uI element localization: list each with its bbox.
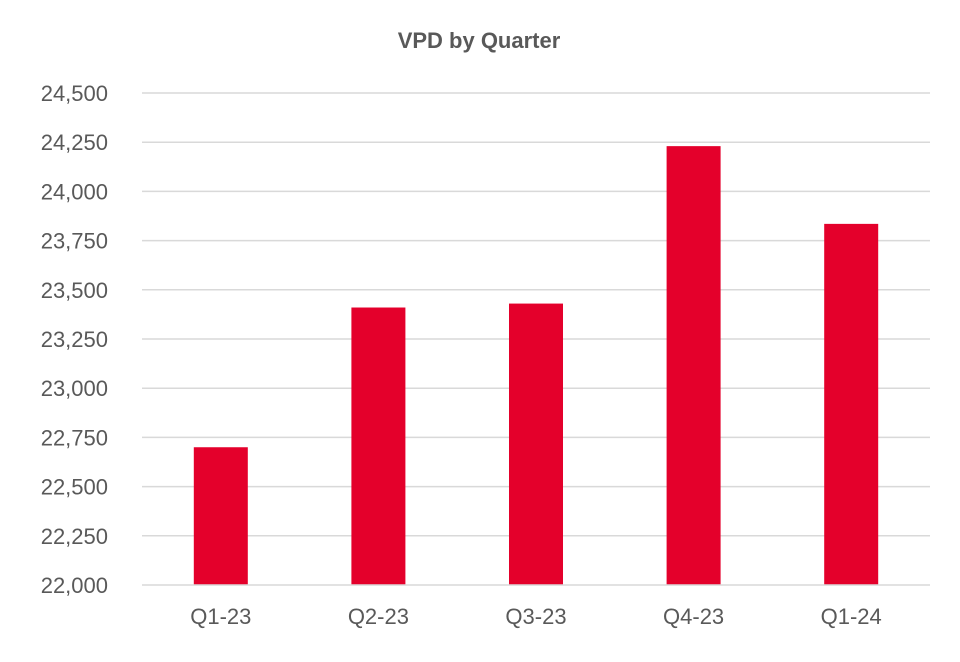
bar-q1-24: [824, 223, 879, 585]
y-tick-label: 23,750: [41, 229, 108, 254]
y-tick-label: 24,250: [41, 130, 108, 155]
bar-q4-23: [666, 146, 721, 586]
y-tick-label: 23,000: [41, 376, 108, 401]
bars: [193, 146, 879, 586]
bar-q2-23: [351, 307, 406, 585]
y-tick-label: 22,750: [41, 425, 108, 450]
x-axis-ticks: Q1-23 Q2-23 Q3-23 Q4-23 Q1-24: [190, 604, 882, 629]
y-tick-label: 22,250: [41, 524, 108, 549]
x-tick-label: Q3-23: [505, 604, 566, 629]
x-tick-label: Q1-24: [821, 604, 882, 629]
bar-q1-23: [193, 447, 248, 585]
y-tick-label: 23,500: [41, 278, 108, 303]
y-tick-label: 22,500: [41, 475, 108, 500]
y-tick-label: 24,000: [41, 179, 108, 204]
y-tick-label: 22,000: [41, 573, 108, 598]
chart-title: VPD by Quarter: [398, 28, 561, 53]
y-tick-label: 24,500: [41, 81, 108, 106]
x-tick-label: Q4-23: [663, 604, 724, 629]
x-tick-label: Q1-23: [190, 604, 251, 629]
y-axis-ticks: 22,000 22,250 22,500 22,750 23,000 23,250 23,5…: [41, 81, 108, 598]
bar-q3-23: [509, 303, 563, 585]
y-tick-label: 23,250: [41, 327, 108, 352]
x-tick-label: Q2-23: [348, 604, 409, 629]
